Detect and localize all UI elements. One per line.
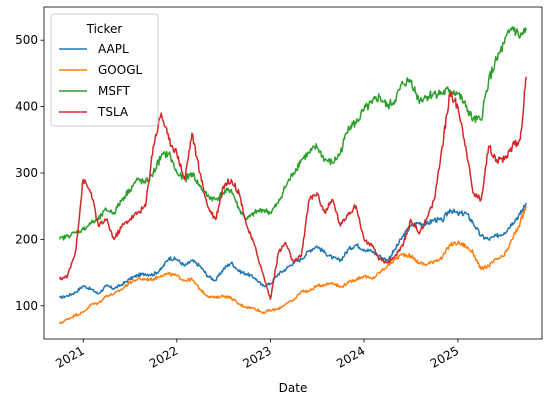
legend-label-msft: MSFT [98, 84, 131, 98]
x-tick-label: 2021 [53, 343, 86, 370]
x-tick-label: 2025 [428, 343, 461, 370]
legend: Ticker AAPL GOOGL MSFT TSLA [50, 13, 159, 127]
series-line-googl [58, 205, 528, 325]
legend-label-tsla: TSLA [97, 105, 129, 119]
x-axis-label: Date [279, 381, 308, 395]
y-tick-label: 400 [15, 100, 38, 114]
legend-label-googl: GOOGL [98, 63, 142, 77]
y-tick-label: 500 [15, 33, 38, 47]
legend-label-aapl: AAPL [98, 42, 129, 56]
y-tick-label: 100 [15, 299, 38, 313]
series-line-msft [58, 26, 528, 241]
legend-box [50, 13, 159, 127]
y-tick-label: 200 [15, 232, 38, 246]
x-tick-label: 2022 [147, 343, 180, 370]
legend-title: Ticker [86, 22, 123, 36]
series-layer [58, 26, 528, 325]
series-line-tsla [58, 76, 528, 300]
x-tick-label: 2023 [240, 343, 273, 370]
y-tick-label: 300 [15, 166, 38, 180]
x-tick-label: 2024 [334, 343, 367, 370]
